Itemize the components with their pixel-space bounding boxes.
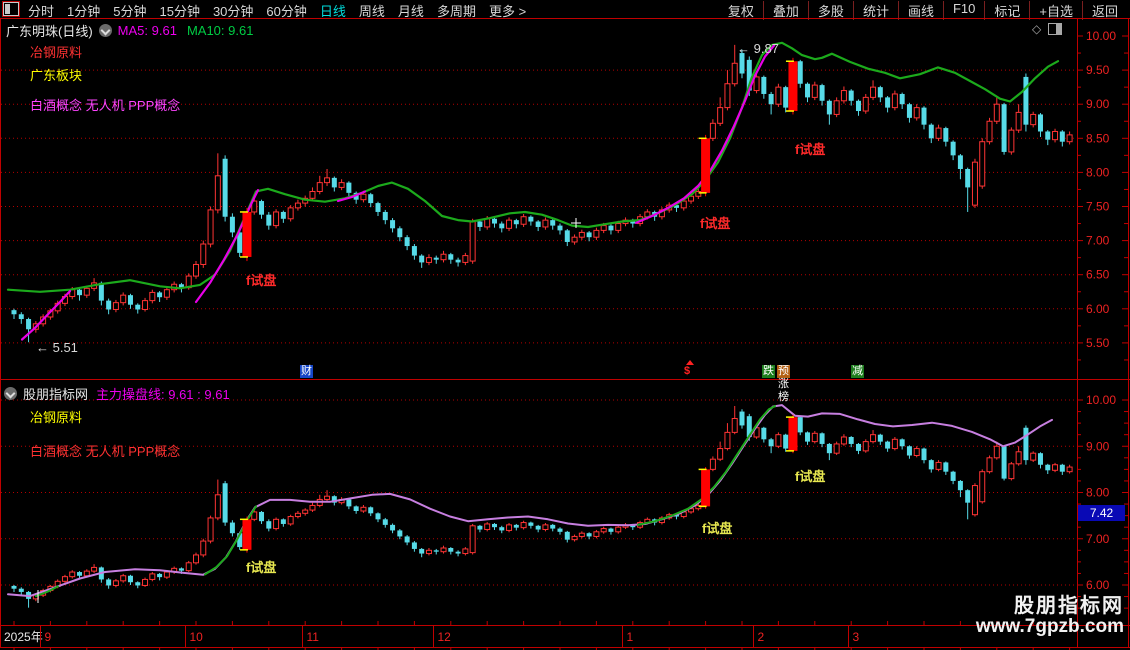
menu-item-多股[interactable]: 多股 xyxy=(807,1,853,20)
main-signal-candles xyxy=(239,57,798,262)
sub-indicator-lines xyxy=(7,404,1053,598)
svg-text:6.50: 6.50 xyxy=(1086,268,1110,282)
main-sector-tag-2: 白酒概念 无人机 PPP概念 xyxy=(30,98,181,113)
menu-item-叠加[interactable]: 叠加 xyxy=(762,1,808,20)
svg-text:3: 3 xyxy=(853,630,860,644)
main-sector-tag-1: 广东板块 xyxy=(30,68,83,83)
signal-label-main-1: f试盘 xyxy=(700,216,731,231)
event-badge-0[interactable]: 财 xyxy=(300,365,313,378)
menu-item-统计[interactable]: 统计 xyxy=(852,1,898,20)
main-candles[interactable] xyxy=(11,44,1073,343)
sub-signal-candles xyxy=(239,414,798,553)
svg-text:10.00: 10.00 xyxy=(1086,393,1116,407)
indicator-source: 股朋指标网 xyxy=(23,387,89,402)
svg-text:10: 10 xyxy=(190,630,204,644)
svg-text:7.50: 7.50 xyxy=(1086,200,1110,214)
collapse-chevron-icon[interactable] xyxy=(98,24,112,37)
period-menu: 分时 1分钟 5分钟 15分钟 30分钟 60分钟 日线 周线 月线 多周期 更多 > xyxy=(28,1,526,20)
event-badge-2[interactable]: 跌 xyxy=(762,365,775,378)
ma5-value: MA5: 9.61 xyxy=(117,23,177,38)
menu-item-15分钟[interactable]: 15分钟 xyxy=(159,4,200,19)
menu-item-30分钟[interactable]: 30分钟 xyxy=(212,4,254,19)
watermark: 股朋指标网 www.7gpzb.com xyxy=(976,595,1124,638)
svg-text:9.50: 9.50 xyxy=(1086,63,1110,77)
tools-menu: 复权 叠加 多股 统计 画线 F10 标记 +自选 返回 xyxy=(719,1,1127,20)
price-annotation-1: ← 5.51 xyxy=(36,340,78,355)
collapse-chevron-icon[interactable] xyxy=(4,387,17,400)
svg-text:2: 2 xyxy=(758,630,765,644)
menu-item-分时[interactable]: 分时 xyxy=(28,4,55,19)
sub-sector-tag-1: 白酒概念 无人机 PPP概念 xyxy=(30,444,181,459)
chart-title-row: 广东明珠(日线) MA5: 9.61 MA10: 9.61 xyxy=(6,21,253,40)
svg-text:8.00: 8.00 xyxy=(1086,486,1110,500)
menu-item-月线[interactable]: 月线 xyxy=(397,4,424,19)
sub-sector-tag-0: 冶钢原料 xyxy=(30,410,83,425)
event-badge-4[interactable]: 减 xyxy=(851,365,864,378)
svg-text:9.00: 9.00 xyxy=(1086,97,1110,111)
split-panel-icon[interactable] xyxy=(1048,23,1063,35)
svg-text:12: 12 xyxy=(438,630,452,644)
top-menu-bar: 分时 1分钟 5分钟 15分钟 30分钟 60分钟 日线 周线 月线 多周期 更多 > 复权 叠加 多股… xyxy=(0,0,1130,20)
watermark-url: www.7gpzb.com xyxy=(975,616,1124,637)
sub-panel-header: 股朋指标网 主力操盘线: 9.61 : 9.61 xyxy=(4,384,230,403)
svg-text:6.00: 6.00 xyxy=(1086,578,1110,592)
svg-text:11: 11 xyxy=(307,630,320,644)
menu-item-更多 >[interactable]: 更多 > xyxy=(488,4,527,19)
svg-text:7.00: 7.00 xyxy=(1086,234,1110,248)
event-badge-1[interactable]: $ xyxy=(683,360,694,378)
main-indicator-lines xyxy=(6,41,1060,341)
indicator-values: 主力操盘线: 9.61 : 9.61 xyxy=(96,387,230,402)
chart-corner-controls: ◇ xyxy=(1032,22,1063,36)
menu-item-+自选[interactable]: +自选 xyxy=(1029,1,1082,20)
signal-label-sub-1: f试盘 xyxy=(702,521,733,536)
svg-text:1: 1 xyxy=(627,630,634,644)
svg-text:8.50: 8.50 xyxy=(1086,131,1110,145)
current-value-tag: 7.42 xyxy=(1078,505,1125,521)
menu-item-周线[interactable]: 周线 xyxy=(358,4,385,19)
menu-item-1分钟[interactable]: 1分钟 xyxy=(67,4,101,19)
menu-item-F10[interactable]: F10 xyxy=(942,1,984,20)
ma10-value: MA10: 9.61 xyxy=(186,23,254,38)
svg-text:7.00: 7.00 xyxy=(1086,532,1110,546)
main-sector-tag-0: 冶钢原料 xyxy=(30,45,83,60)
menu-item-日线[interactable]: 日线 xyxy=(319,4,346,19)
signal-label-sub-0: f试盘 xyxy=(246,560,277,575)
signal-label-sub-2: f试盘 xyxy=(795,469,826,484)
diamond-icon[interactable]: ◇ xyxy=(1032,22,1042,36)
svg-text:8.00: 8.00 xyxy=(1086,165,1110,179)
svg-text:6.00: 6.00 xyxy=(1086,302,1110,316)
svg-text:2025年: 2025年 xyxy=(4,630,43,644)
price-annotation-0: ← 9.87 xyxy=(737,41,779,56)
menu-item-复权[interactable]: 复权 xyxy=(727,4,754,19)
menu-item-返回[interactable]: 返回 xyxy=(1081,1,1127,20)
sub-panel-grid: 10.00 9.00 8.00 7.00 6.00 xyxy=(1,393,1128,609)
menu-item-多周期[interactable]: 多周期 xyxy=(436,4,476,19)
menu-item-画线[interactable]: 画线 xyxy=(897,1,943,20)
svg-text:9: 9 xyxy=(45,630,52,644)
svg-text:5.50: 5.50 xyxy=(1086,336,1110,350)
main-panel-grid: 10.00 9.50 9.00 8.50 8.00 7.50 7.00 6.50 6.00 5.5… xyxy=(1,29,1128,361)
svg-text:9.00: 9.00 xyxy=(1086,439,1110,453)
event-badge-3[interactable]: 预涨榜 xyxy=(777,365,790,403)
menu-item-60分钟[interactable]: 60分钟 xyxy=(266,4,307,19)
watermark-site-name: 股朋指标网 xyxy=(1014,595,1124,617)
menu-item-标记[interactable]: 标记 xyxy=(984,1,1029,20)
window-panel-icon[interactable] xyxy=(2,1,20,17)
menu-item-5分钟[interactable]: 5分钟 xyxy=(113,4,147,19)
svg-text:10.00: 10.00 xyxy=(1086,29,1116,43)
symbol-title: 广东明珠(日线) xyxy=(6,24,93,39)
sub-candles[interactable] xyxy=(11,406,1073,608)
signal-label-main-2: f试盘 xyxy=(795,142,826,157)
signal-label-main-0: f试盘 xyxy=(246,273,277,288)
